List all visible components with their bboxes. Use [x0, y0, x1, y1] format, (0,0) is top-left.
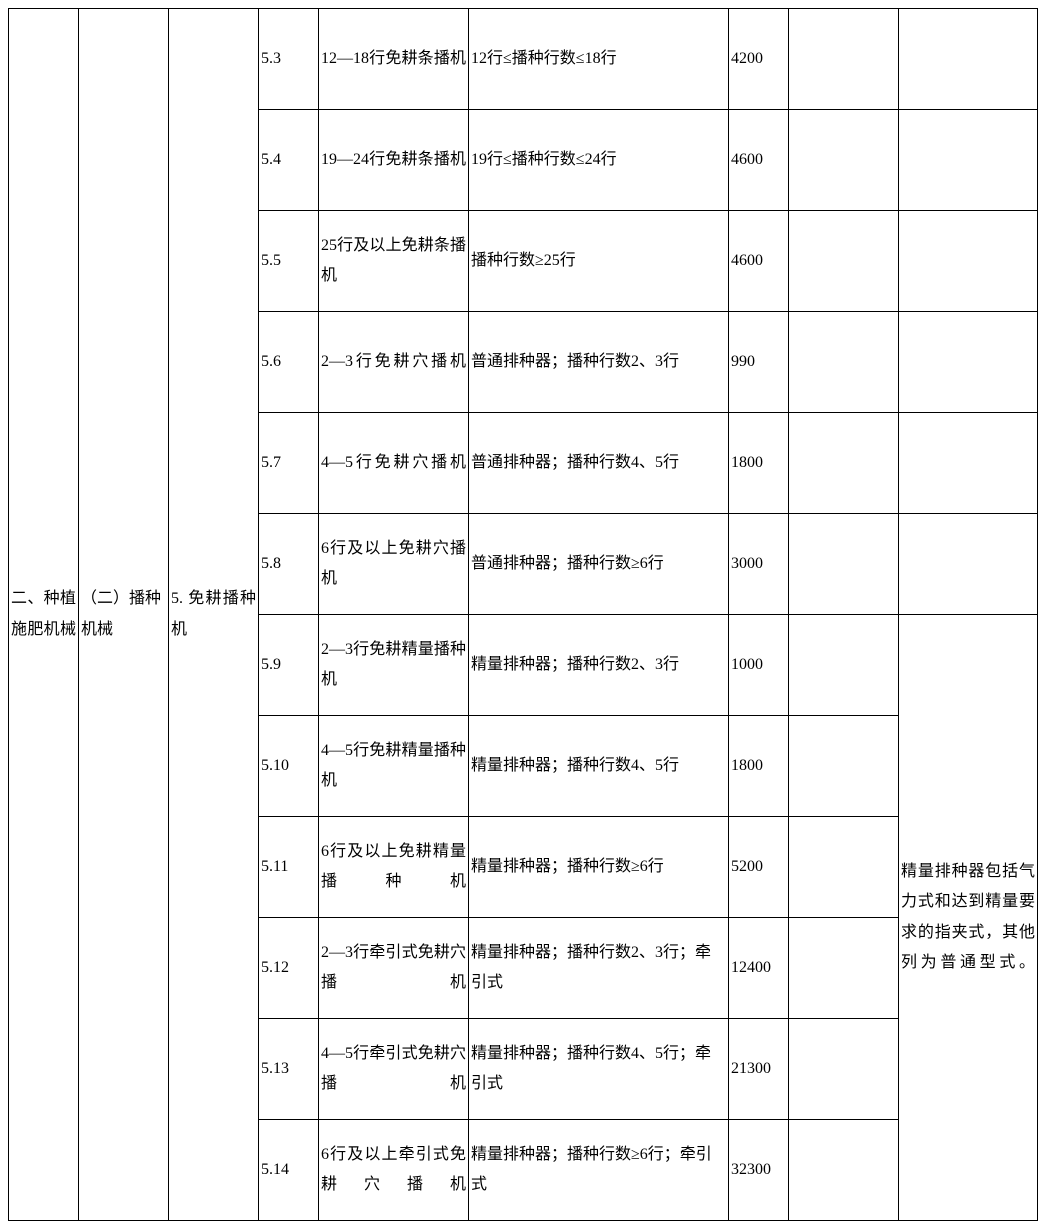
- cell-spec: 普通排种器；播种行数4、5行: [469, 413, 729, 514]
- cell-no: 5.9: [259, 615, 319, 716]
- cell-note: [899, 9, 1038, 110]
- cell-no: 5.10: [259, 716, 319, 817]
- cell-name: 4—5行牵引式免耕穴播机: [319, 1019, 469, 1120]
- cell-val: 1800: [729, 716, 789, 817]
- cell-blank: [789, 211, 899, 312]
- cell-note: [899, 110, 1038, 211]
- cell-spec: 普通排种器；播种行数≥6行: [469, 514, 729, 615]
- cell-blank: [789, 817, 899, 918]
- cell-no: 5.11: [259, 817, 319, 918]
- cell-spec: 精量排种器；播种行数4、5行；牵引式: [469, 1019, 729, 1120]
- cell-note: [899, 413, 1038, 514]
- cell-spec: 12行≤播种行数≤18行: [469, 9, 729, 110]
- cell-blank: [789, 312, 899, 413]
- cell-name: 2—3行免耕穴播机: [319, 312, 469, 413]
- subsidy-table: 二、种植施肥机械 （二）播种机械 5. 免耕播种机 5.3 12—18行免耕条播…: [8, 8, 1038, 1221]
- cell-spec: 精量排种器；播种行数2、3行: [469, 615, 729, 716]
- cell-name: 12—18行免耕条播机: [319, 9, 469, 110]
- cell-val: 1000: [729, 615, 789, 716]
- cell-no: 5.14: [259, 1120, 319, 1221]
- cell-spec: 播种行数≥25行: [469, 211, 729, 312]
- cell-val: 12400: [729, 918, 789, 1019]
- cell-blank: [789, 110, 899, 211]
- cell-spec: 精量排种器；播种行数≥6行；牵引式: [469, 1120, 729, 1221]
- cell-note: [899, 514, 1038, 615]
- cell-no: 5.8: [259, 514, 319, 615]
- cell-spec: 普通排种器；播种行数2、3行: [469, 312, 729, 413]
- cell-spec: 精量排种器；播种行数2、3行；牵引式: [469, 918, 729, 1019]
- cell-val: 1800: [729, 413, 789, 514]
- cell-blank: [789, 1019, 899, 1120]
- table-row: 二、种植施肥机械 （二）播种机械 5. 免耕播种机 5.3 12—18行免耕条播…: [9, 9, 1038, 110]
- cell-name: 2—3行牵引式免耕穴播机: [319, 918, 469, 1019]
- cell-val: 21300: [729, 1019, 789, 1120]
- cell-val: 4600: [729, 110, 789, 211]
- cell-no: 5.6: [259, 312, 319, 413]
- cell-spec: 精量排种器；播种行数4、5行: [469, 716, 729, 817]
- cell-blank: [789, 514, 899, 615]
- cell-name: 4—5行免耕精量播种机: [319, 716, 469, 817]
- category-l1: 二、种植施肥机械: [9, 9, 79, 1221]
- cell-note: [899, 312, 1038, 413]
- cell-no: 5.5: [259, 211, 319, 312]
- cell-blank: [789, 615, 899, 716]
- cell-no: 5.4: [259, 110, 319, 211]
- cell-blank: [789, 918, 899, 1019]
- note-block: 精量排种器包括气力式和达到精量要求的指夹式，其他列为普通型式。: [899, 615, 1038, 1221]
- cell-blank: [789, 413, 899, 514]
- cell-no: 5.3: [259, 9, 319, 110]
- cell-no: 5.13: [259, 1019, 319, 1120]
- cell-note: [899, 211, 1038, 312]
- cell-name: 4—5行免耕穴播机: [319, 413, 469, 514]
- cell-val: 32300: [729, 1120, 789, 1221]
- cell-name: 2—3行免耕精量播种机: [319, 615, 469, 716]
- cell-name: 19—24行免耕条播机: [319, 110, 469, 211]
- cell-blank: [789, 1120, 899, 1221]
- cell-blank: [789, 9, 899, 110]
- cell-name: 6行及以上免耕穴播机: [319, 514, 469, 615]
- cell-val: 990: [729, 312, 789, 413]
- cell-spec: 19行≤播种行数≤24行: [469, 110, 729, 211]
- cell-spec: 精量排种器；播种行数≥6行: [469, 817, 729, 918]
- cell-val: 4600: [729, 211, 789, 312]
- category-l3: 5. 免耕播种机: [169, 9, 259, 1221]
- cell-name: 6行及以上免耕精量播种机: [319, 817, 469, 918]
- cell-name: 6行及以上牵引式免耕穴播机: [319, 1120, 469, 1221]
- cell-val: 3000: [729, 514, 789, 615]
- cell-no: 5.12: [259, 918, 319, 1019]
- cell-blank: [789, 716, 899, 817]
- cell-name: 25行及以上免耕条播机: [319, 211, 469, 312]
- category-l2: （二）播种机械: [79, 9, 169, 1221]
- cell-no: 5.7: [259, 413, 319, 514]
- cell-val: 5200: [729, 817, 789, 918]
- cell-val: 4200: [729, 9, 789, 110]
